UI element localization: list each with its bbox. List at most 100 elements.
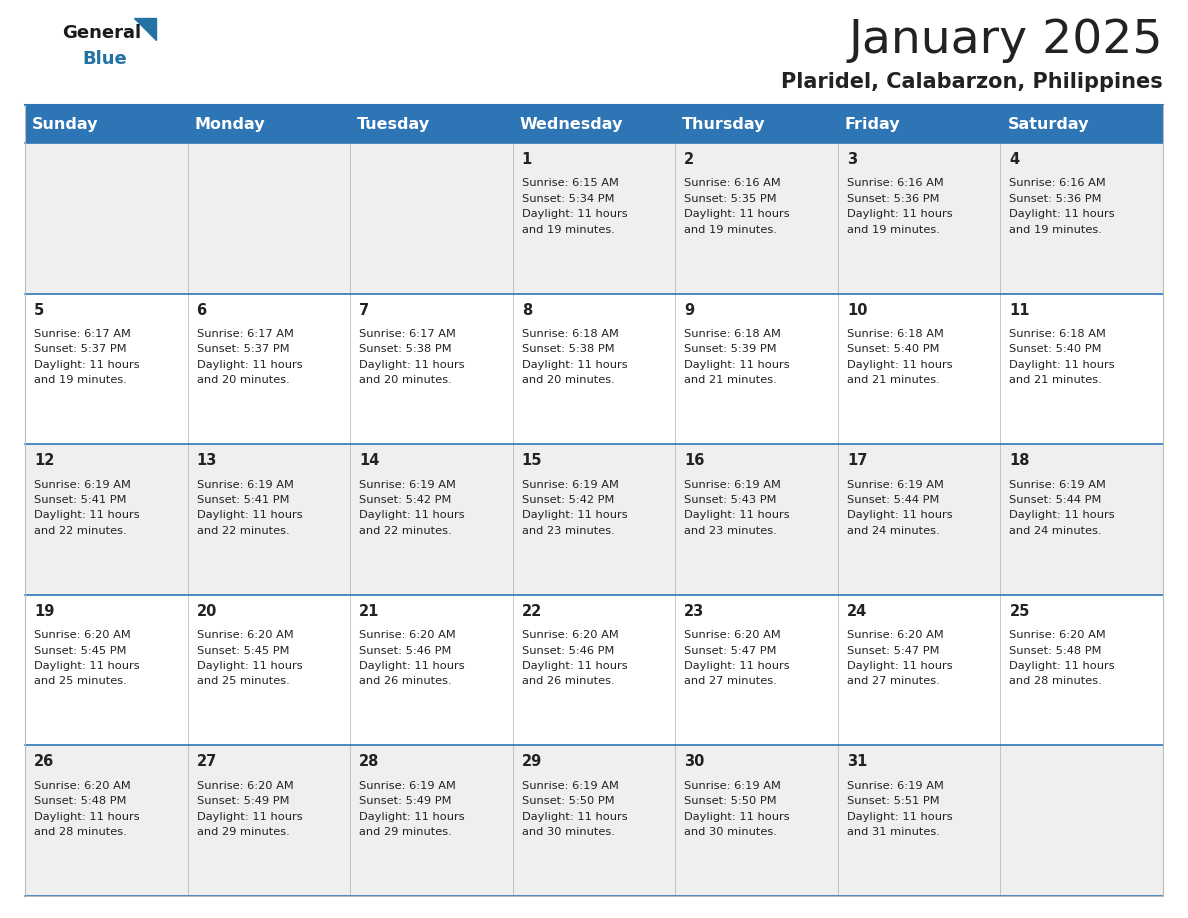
- Text: Daylight: 11 hours: Daylight: 11 hours: [1010, 510, 1116, 521]
- Text: Daylight: 11 hours: Daylight: 11 hours: [196, 661, 302, 671]
- Bar: [838, 294, 1000, 444]
- Text: Sunrise: 6:20 AM: Sunrise: 6:20 AM: [1010, 631, 1106, 640]
- Text: Sunrise: 6:18 AM: Sunrise: 6:18 AM: [847, 329, 943, 339]
- Text: and 21 minutes.: and 21 minutes.: [1010, 375, 1102, 386]
- Bar: [675, 294, 838, 444]
- Text: and 26 minutes.: and 26 minutes.: [522, 677, 614, 687]
- Text: 13: 13: [196, 453, 217, 468]
- Text: Sunset: 5:50 PM: Sunset: 5:50 PM: [684, 796, 777, 806]
- Text: Sunrise: 6:18 AM: Sunrise: 6:18 AM: [684, 329, 782, 339]
- Bar: [25, 444, 188, 595]
- Text: Sunset: 5:38 PM: Sunset: 5:38 PM: [522, 344, 614, 354]
- Text: Sunset: 5:41 PM: Sunset: 5:41 PM: [34, 495, 126, 505]
- Text: Sunset: 5:40 PM: Sunset: 5:40 PM: [847, 344, 940, 354]
- Text: Daylight: 11 hours: Daylight: 11 hours: [684, 812, 790, 822]
- Text: Friday: Friday: [845, 117, 901, 131]
- Text: 4: 4: [1010, 152, 1019, 167]
- Text: Monday: Monday: [195, 117, 265, 131]
- Text: Daylight: 11 hours: Daylight: 11 hours: [684, 510, 790, 521]
- Text: Sunset: 5:41 PM: Sunset: 5:41 PM: [196, 495, 289, 505]
- Text: and 25 minutes.: and 25 minutes.: [196, 677, 290, 687]
- Text: 9: 9: [684, 303, 695, 318]
- Text: Sunrise: 6:19 AM: Sunrise: 6:19 AM: [34, 480, 131, 489]
- Text: Sunset: 5:35 PM: Sunset: 5:35 PM: [684, 194, 777, 204]
- Text: 1: 1: [522, 152, 532, 167]
- Text: 2: 2: [684, 152, 695, 167]
- Text: and 19 minutes.: and 19 minutes.: [684, 225, 777, 235]
- Text: and 22 minutes.: and 22 minutes.: [359, 526, 451, 536]
- Text: and 26 minutes.: and 26 minutes.: [359, 677, 451, 687]
- Text: and 21 minutes.: and 21 minutes.: [684, 375, 777, 386]
- Text: Sunset: 5:45 PM: Sunset: 5:45 PM: [196, 645, 289, 655]
- Bar: [1000, 444, 1163, 595]
- Bar: [188, 595, 350, 745]
- Text: Sunrise: 6:20 AM: Sunrise: 6:20 AM: [522, 631, 619, 640]
- Text: Sunset: 5:36 PM: Sunset: 5:36 PM: [847, 194, 940, 204]
- Text: 6: 6: [196, 303, 207, 318]
- Bar: [1000, 745, 1163, 896]
- Text: Daylight: 11 hours: Daylight: 11 hours: [522, 510, 627, 521]
- Text: Sunset: 5:46 PM: Sunset: 5:46 PM: [359, 645, 451, 655]
- Text: Sunset: 5:43 PM: Sunset: 5:43 PM: [684, 495, 777, 505]
- Text: and 21 minutes.: and 21 minutes.: [847, 375, 940, 386]
- Bar: [838, 444, 1000, 595]
- Text: Daylight: 11 hours: Daylight: 11 hours: [847, 360, 953, 370]
- Bar: [1000, 595, 1163, 745]
- Text: Sunset: 5:42 PM: Sunset: 5:42 PM: [359, 495, 451, 505]
- Text: and 23 minutes.: and 23 minutes.: [684, 526, 777, 536]
- Text: Sunset: 5:44 PM: Sunset: 5:44 PM: [847, 495, 940, 505]
- Bar: [675, 745, 838, 896]
- Text: 29: 29: [522, 755, 542, 769]
- Text: Sunrise: 6:17 AM: Sunrise: 6:17 AM: [359, 329, 456, 339]
- Text: Daylight: 11 hours: Daylight: 11 hours: [196, 510, 302, 521]
- Text: Sunset: 5:34 PM: Sunset: 5:34 PM: [522, 194, 614, 204]
- Bar: [25, 294, 188, 444]
- Bar: [25, 105, 1163, 143]
- Text: Daylight: 11 hours: Daylight: 11 hours: [359, 360, 465, 370]
- Text: Sunrise: 6:19 AM: Sunrise: 6:19 AM: [847, 781, 943, 791]
- Text: 5: 5: [34, 303, 44, 318]
- Text: 16: 16: [684, 453, 704, 468]
- Text: Sunrise: 6:20 AM: Sunrise: 6:20 AM: [684, 631, 781, 640]
- Bar: [188, 294, 350, 444]
- Text: Sunrise: 6:19 AM: Sunrise: 6:19 AM: [522, 480, 619, 489]
- Text: and 27 minutes.: and 27 minutes.: [847, 677, 940, 687]
- Text: Sunset: 5:42 PM: Sunset: 5:42 PM: [522, 495, 614, 505]
- Text: and 22 minutes.: and 22 minutes.: [34, 526, 127, 536]
- Text: and 19 minutes.: and 19 minutes.: [34, 375, 127, 386]
- Bar: [350, 143, 513, 294]
- Text: Sunrise: 6:16 AM: Sunrise: 6:16 AM: [1010, 178, 1106, 188]
- Text: Daylight: 11 hours: Daylight: 11 hours: [359, 661, 465, 671]
- Bar: [675, 444, 838, 595]
- Text: Sunset: 5:38 PM: Sunset: 5:38 PM: [359, 344, 451, 354]
- Bar: [350, 745, 513, 896]
- Text: Sunrise: 6:20 AM: Sunrise: 6:20 AM: [847, 631, 943, 640]
- Text: 27: 27: [196, 755, 217, 769]
- Text: 24: 24: [847, 604, 867, 619]
- Text: Sunrise: 6:20 AM: Sunrise: 6:20 AM: [34, 781, 131, 791]
- Text: 14: 14: [359, 453, 379, 468]
- Text: Daylight: 11 hours: Daylight: 11 hours: [522, 661, 627, 671]
- Text: 20: 20: [196, 604, 217, 619]
- Text: and 24 minutes.: and 24 minutes.: [1010, 526, 1102, 536]
- Text: 12: 12: [34, 453, 55, 468]
- Text: and 19 minutes.: and 19 minutes.: [1010, 225, 1102, 235]
- Text: Daylight: 11 hours: Daylight: 11 hours: [1010, 661, 1116, 671]
- Text: and 29 minutes.: and 29 minutes.: [196, 827, 290, 837]
- Text: and 28 minutes.: and 28 minutes.: [34, 827, 127, 837]
- Text: Daylight: 11 hours: Daylight: 11 hours: [847, 510, 953, 521]
- Text: Daylight: 11 hours: Daylight: 11 hours: [359, 812, 465, 822]
- Text: and 25 minutes.: and 25 minutes.: [34, 677, 127, 687]
- Text: and 24 minutes.: and 24 minutes.: [847, 526, 940, 536]
- Text: Daylight: 11 hours: Daylight: 11 hours: [1010, 209, 1116, 219]
- Text: Sunset: 5:37 PM: Sunset: 5:37 PM: [34, 344, 127, 354]
- Text: Sunrise: 6:19 AM: Sunrise: 6:19 AM: [684, 480, 782, 489]
- Text: Sunset: 5:45 PM: Sunset: 5:45 PM: [34, 645, 126, 655]
- Text: Daylight: 11 hours: Daylight: 11 hours: [847, 661, 953, 671]
- Text: Sunrise: 6:19 AM: Sunrise: 6:19 AM: [196, 480, 293, 489]
- Text: 31: 31: [847, 755, 867, 769]
- Text: Daylight: 11 hours: Daylight: 11 hours: [34, 510, 140, 521]
- Text: Daylight: 11 hours: Daylight: 11 hours: [522, 209, 627, 219]
- Text: Daylight: 11 hours: Daylight: 11 hours: [684, 209, 790, 219]
- Text: 15: 15: [522, 453, 542, 468]
